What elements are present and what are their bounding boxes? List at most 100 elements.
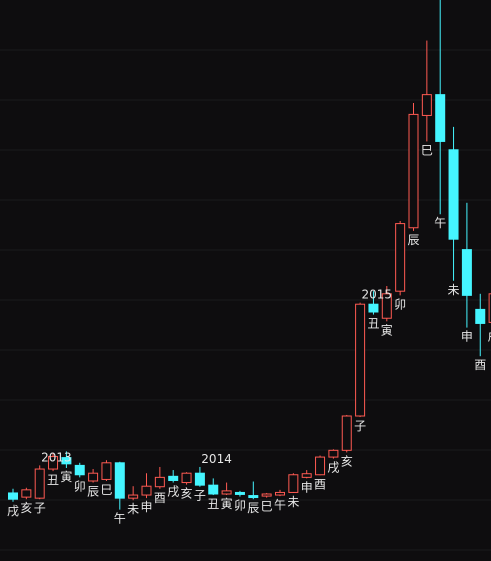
candle-label: 巳 [100, 483, 112, 497]
candle-body [114, 462, 125, 499]
grid [0, 49, 491, 551]
candle [421, 40, 432, 142]
candle [234, 490, 245, 497]
candle-body [381, 293, 392, 319]
candle [194, 466, 205, 487]
candle-label: 寅 [381, 322, 393, 337]
candle-label: 戌 [327, 461, 339, 475]
candle [275, 489, 285, 497]
candle-body [154, 476, 165, 488]
candle [168, 470, 179, 483]
candle [101, 460, 112, 481]
candle-body [448, 149, 459, 240]
candle [315, 455, 326, 476]
candle [128, 486, 139, 501]
candle-body [34, 468, 45, 499]
candle-body [128, 494, 139, 499]
candle-label: 亥 [341, 454, 353, 468]
candle [301, 470, 312, 479]
candle-label: 寅 [60, 469, 72, 484]
candle [74, 462, 85, 478]
candle-label: 子 [354, 419, 366, 433]
candle-body [435, 94, 446, 142]
candle-label: 戌 [7, 504, 19, 518]
candle [341, 414, 352, 453]
candle-label: 申 [301, 480, 313, 494]
candle-body [421, 94, 432, 116]
candle [475, 293, 486, 357]
candle-body [288, 474, 299, 493]
candle-label: 午 [114, 512, 126, 526]
candle-body [61, 457, 72, 465]
candle-label: 午 [274, 498, 286, 512]
candle-body [488, 293, 491, 323]
candle-label: 申 [461, 330, 473, 344]
candle-body [315, 456, 326, 476]
candle-body [21, 489, 32, 498]
candle [34, 465, 45, 500]
candle-label: 寅 [221, 496, 233, 511]
candle [328, 449, 339, 459]
candle [408, 102, 419, 231]
candle [21, 487, 32, 500]
candle [248, 481, 259, 500]
candle-label: 未 [448, 283, 460, 297]
candle-body [141, 485, 152, 496]
candle-body [48, 456, 59, 470]
year-annotation: 2014 [201, 452, 232, 466]
candle-body [194, 472, 205, 486]
candle [435, 0, 446, 215]
candle-body [408, 113, 419, 229]
candle-body [8, 492, 18, 500]
candle-label: 未 [127, 502, 139, 516]
candle-label: 申 [140, 500, 152, 514]
candle-body [208, 484, 219, 495]
candle [88, 469, 99, 483]
candle-label: 辰 [247, 501, 259, 515]
candle-label: 酉 [154, 491, 166, 505]
candle [61, 451, 72, 468]
candle-body [101, 462, 112, 480]
candle [154, 466, 165, 489]
candle-body [341, 415, 352, 451]
candles [8, 0, 491, 510]
candle-body [74, 464, 85, 476]
year-annotation: 2015 [362, 288, 393, 302]
candle-body [181, 472, 192, 484]
candle-label: 亥 [20, 501, 32, 515]
candle-label: 巳 [261, 500, 273, 514]
candle-label: 戌 [167, 485, 179, 499]
candle-label: 卯 [234, 499, 246, 513]
candle-label: 丑 [367, 317, 379, 331]
candle [368, 291, 379, 315]
candle [48, 453, 59, 472]
candle [208, 478, 219, 496]
candle-body [221, 490, 232, 495]
candle-body [168, 475, 179, 481]
candle [261, 492, 272, 498]
candle [448, 126, 459, 281]
candle-body [248, 495, 259, 499]
candle-label: 丑 [47, 473, 59, 487]
year-annotation: 2013 [41, 450, 72, 464]
candle [381, 286, 392, 322]
candle-label: 辰 [407, 233, 419, 247]
candle-body [88, 472, 99, 482]
candle-body [234, 491, 245, 495]
candle [488, 293, 491, 323]
candle-label: 卯 [74, 479, 86, 493]
candle-body [261, 493, 272, 497]
candle [114, 461, 125, 510]
candle-body [368, 303, 379, 313]
candle-body [301, 473, 312, 478]
candle-body [355, 303, 366, 417]
candle-label: 辰 [87, 485, 99, 499]
candle [355, 302, 366, 418]
candle-body [475, 308, 486, 324]
candle-label: 卯 [394, 297, 406, 311]
candle [221, 482, 232, 496]
candle [461, 202, 472, 328]
candle [8, 488, 18, 502]
candle-label: 酉 [314, 477, 326, 491]
